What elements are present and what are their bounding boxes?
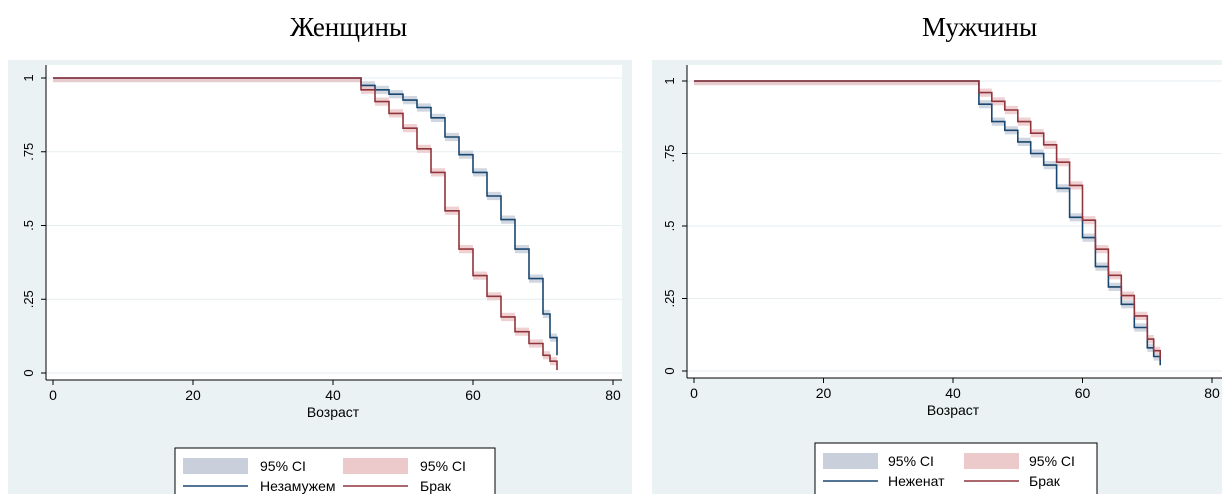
legend-swatch-ci-married <box>343 458 408 474</box>
survival-line-married <box>53 77 558 371</box>
survival-chart-women: 0 .25 .5 .75 1 0 20 40 60 80 Возраст 95% CI Незамуже… <box>8 60 632 494</box>
survival-line-married <box>694 80 1161 360</box>
x-tick-label: 60 <box>465 387 481 403</box>
chart-title-women: Женщины <box>290 12 408 42</box>
x-axis-label: Возраст <box>307 404 360 420</box>
y-tick-label: .5 <box>21 220 36 231</box>
legend-label-ci-married: 95% CI <box>1029 453 1075 469</box>
y-tick-label: .25 <box>21 290 36 308</box>
legend-swatch-ci-single <box>823 453 878 469</box>
legend-swatch-ci-single <box>183 458 248 474</box>
y-tick-label: .25 <box>662 289 677 307</box>
y-tick-label: 0 <box>662 367 677 374</box>
y-tick-label: .75 <box>21 143 36 161</box>
plot-area <box>687 65 1222 378</box>
legend-label-ci-single: 95% CI <box>888 453 934 469</box>
x-tick-label: 0 <box>49 387 57 403</box>
x-tick-label: 20 <box>185 387 201 403</box>
x-tick-label: 80 <box>605 387 621 403</box>
x-tick-label: 20 <box>816 385 832 401</box>
legend-label-ci-married: 95% CI <box>420 458 466 474</box>
x-axis-label: Возраст <box>927 402 980 418</box>
survival-line-single <box>694 80 1161 366</box>
x-tick-label: 40 <box>945 385 961 401</box>
y-tick-label: 1 <box>662 77 677 84</box>
chart-title-men: Мужчины <box>922 12 1038 42</box>
legend-label-married: Брак <box>420 478 452 494</box>
y-tick-label: .75 <box>662 144 677 162</box>
x-tick-label: 80 <box>1204 385 1220 401</box>
legend-label-single: Незамужем <box>260 478 336 494</box>
legend-swatch-ci-married <box>964 453 1019 469</box>
x-tick-label: 0 <box>690 385 698 401</box>
y-tick-label: .5 <box>662 221 677 232</box>
y-tick-label: 0 <box>21 369 36 376</box>
survival-line-single <box>53 77 558 356</box>
legend-label-married: Брак <box>1029 473 1061 489</box>
survival-chart-men: 0 .25 .5 .75 1 0 20 40 60 80 Возраст 95% CI Неженат 9… <box>652 60 1222 494</box>
legend-label-ci-single: 95% CI <box>260 458 306 474</box>
x-tick-label: 60 <box>1075 385 1091 401</box>
legend-label-single: Неженат <box>888 473 945 489</box>
x-tick-label: 40 <box>325 387 341 403</box>
plot-area <box>46 65 622 380</box>
y-tick-label: 1 <box>21 74 36 81</box>
